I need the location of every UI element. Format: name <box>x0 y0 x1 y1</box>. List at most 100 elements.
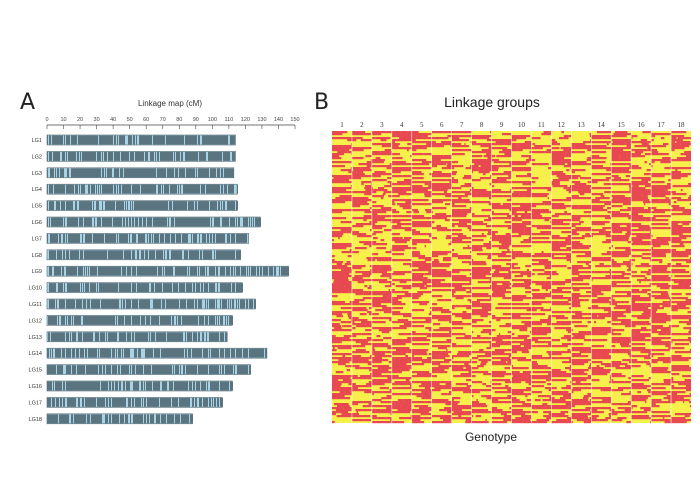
marker <box>47 217 48 227</box>
marker <box>162 217 163 227</box>
marker <box>73 348 74 358</box>
marker <box>142 365 143 375</box>
marker <box>195 151 196 161</box>
marker <box>141 266 142 276</box>
marker <box>99 414 100 424</box>
marker <box>240 365 241 375</box>
marker <box>50 250 51 260</box>
marker <box>173 201 174 211</box>
marker <box>110 201 111 211</box>
marker <box>189 381 190 391</box>
cell <box>511 253 522 256</box>
cell <box>351 357 361 360</box>
marker <box>209 332 210 342</box>
marker <box>161 201 162 211</box>
marker <box>104 151 105 161</box>
cell <box>351 387 359 390</box>
cell <box>332 329 339 332</box>
cell <box>390 421 392 424</box>
marker <box>170 283 171 293</box>
cell <box>507 389 512 392</box>
marker <box>144 332 145 342</box>
marker <box>157 168 158 178</box>
cell <box>511 317 515 320</box>
cell <box>475 409 485 412</box>
cell <box>462 375 468 378</box>
cell <box>499 325 511 328</box>
cell <box>350 303 352 306</box>
marker <box>116 299 117 309</box>
cell <box>451 249 455 252</box>
marker <box>88 266 89 276</box>
cell <box>491 167 499 170</box>
marker <box>78 151 79 161</box>
cell <box>391 341 396 344</box>
marker <box>159 381 160 391</box>
cell <box>491 253 506 256</box>
cell <box>334 335 336 338</box>
cell <box>386 407 392 410</box>
cell <box>544 295 552 298</box>
cell <box>350 167 352 170</box>
marker <box>109 348 110 358</box>
cell <box>373 415 377 418</box>
marker <box>149 201 150 211</box>
marker <box>179 168 180 178</box>
cell <box>406 133 412 136</box>
cell <box>390 215 392 218</box>
marker <box>88 151 89 161</box>
cell <box>491 207 507 210</box>
cell <box>467 299 472 302</box>
category-label: LG3 <box>32 171 42 177</box>
cell <box>391 259 399 262</box>
marker <box>164 250 165 260</box>
marker <box>130 266 131 276</box>
cell <box>461 201 464 204</box>
marker <box>138 348 139 358</box>
cell <box>526 203 532 206</box>
cell <box>491 401 495 404</box>
marker <box>256 217 257 227</box>
marker <box>123 414 124 424</box>
cell <box>524 227 532 230</box>
marker <box>133 365 134 375</box>
cell <box>391 199 402 202</box>
marker <box>186 365 187 375</box>
marker <box>230 315 231 325</box>
marker <box>121 315 122 325</box>
cell <box>376 165 392 168</box>
cell <box>493 189 502 192</box>
cell <box>481 361 488 364</box>
cell <box>443 371 448 374</box>
cell <box>474 163 492 166</box>
marker <box>94 250 95 260</box>
marker <box>57 217 58 227</box>
cell <box>384 229 390 232</box>
cell <box>391 209 397 212</box>
marker <box>49 151 50 161</box>
cell <box>359 299 365 302</box>
marker <box>187 135 188 145</box>
marker <box>177 233 178 243</box>
cell <box>519 135 531 138</box>
cell <box>431 215 441 218</box>
marker <box>131 168 132 178</box>
marker <box>74 332 75 342</box>
marker <box>61 135 62 145</box>
marker <box>163 266 164 276</box>
marker <box>199 365 200 375</box>
marker <box>123 397 124 407</box>
marker <box>52 299 53 309</box>
marker <box>212 348 213 358</box>
cell <box>397 203 411 206</box>
cell <box>367 297 372 300</box>
marker <box>114 168 115 178</box>
cell <box>391 135 396 138</box>
marker <box>111 299 112 309</box>
marker <box>51 381 52 391</box>
cell <box>411 231 421 234</box>
marker <box>165 397 166 407</box>
column-label: 1 <box>340 121 344 129</box>
cell <box>435 173 451 176</box>
cell <box>520 285 530 288</box>
